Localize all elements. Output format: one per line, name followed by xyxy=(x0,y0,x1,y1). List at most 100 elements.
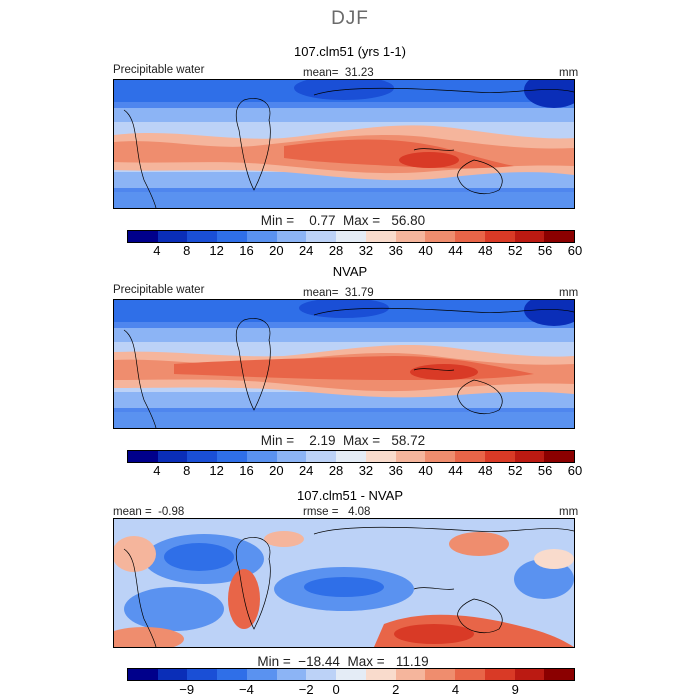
panel-1-colorbar-ticks: 4 8 12 16 20 24 28 32 36 40 44 48 52 56 60 xyxy=(127,243,582,259)
panel-1-map xyxy=(113,79,575,209)
colorbar-cell xyxy=(246,451,277,462)
colorbar-tick-label: 32 xyxy=(358,463,374,478)
colorbar-tick-label: 36 xyxy=(388,463,404,478)
colorbar-tick-label: 20 xyxy=(269,463,284,478)
colorbar-tick-label: 56 xyxy=(537,463,553,478)
colorbar-cell xyxy=(365,451,396,462)
colorbar-cell xyxy=(128,669,158,680)
colorbar-tick-label: −4 xyxy=(239,682,254,697)
colorbar-cell xyxy=(336,451,366,462)
colorbar-cell xyxy=(455,451,485,462)
colorbar-cell xyxy=(157,669,188,680)
colorbar-tick-label: 20 xyxy=(269,243,284,258)
panel-2-colorbar xyxy=(127,450,575,463)
colorbar-cell xyxy=(395,231,426,242)
panel-1-variable-label: Precipitable water xyxy=(113,64,205,76)
colorbar-cell xyxy=(544,669,575,680)
colorbar-tick-label: 52 xyxy=(508,243,523,258)
colorbar-tick-label: 40 xyxy=(418,463,433,478)
colorbar-cell xyxy=(276,451,307,462)
colorbar-cell xyxy=(514,451,545,462)
colorbar-cell xyxy=(484,669,515,680)
colorbar-tick-label: 48 xyxy=(478,243,493,258)
colorbar-cell xyxy=(425,451,456,462)
colorbar-cell xyxy=(425,669,456,680)
colorbar-cell xyxy=(276,231,307,242)
panel-3-title: 107.clm51 - NVAP xyxy=(297,488,403,503)
colorbar-cell xyxy=(365,669,396,680)
colorbar-tick-label: 60 xyxy=(567,243,583,258)
colorbar-cell xyxy=(246,231,277,242)
colorbar-cell xyxy=(128,451,158,462)
colorbar-tick-label: 56 xyxy=(537,243,553,258)
panel-2-variable-label: Precipitable water xyxy=(113,284,205,296)
panel-3-colorbar-ticks: −9 −4 −2 0 2 4 9 xyxy=(127,682,575,698)
colorbar-tick-label: 4 xyxy=(153,463,161,478)
colorbar-cell xyxy=(187,451,218,462)
colorbar-tick-label: 24 xyxy=(298,463,314,478)
colorbar-tick-label: 28 xyxy=(328,243,344,258)
colorbar-tick-label: 44 xyxy=(448,463,463,478)
panel-3-mean: mean = -0.98 xyxy=(113,506,185,518)
panel-1-mean: mean= 31.23 xyxy=(303,67,374,79)
colorbar-cell xyxy=(157,451,188,462)
colorbar-cell xyxy=(306,231,337,242)
colorbar-tick-label: 16 xyxy=(239,463,254,478)
colorbar-cell xyxy=(395,451,426,462)
colorbar-tick-label: 9 xyxy=(511,682,519,697)
panel-3-map xyxy=(113,518,575,648)
panel-2-map xyxy=(113,299,575,429)
colorbar-cell xyxy=(336,669,366,680)
colorbar-cell xyxy=(336,231,366,242)
colorbar-cell xyxy=(217,451,247,462)
panel-3-rmse: rmse = 4.08 xyxy=(303,506,371,518)
colorbar-tick-label: 12 xyxy=(209,243,224,258)
figure-title: DJF xyxy=(331,8,369,29)
colorbar-cell xyxy=(544,451,575,462)
colorbar-cell xyxy=(187,669,218,680)
panel-2-mean: mean= 31.79 xyxy=(303,287,374,299)
colorbar-tick-label: 24 xyxy=(298,243,314,258)
panel-1-minmax: Min = 0.77 Max = 56.80 xyxy=(260,213,426,228)
colorbar-tick-label: 52 xyxy=(508,463,523,478)
colorbar-tick-label: 4 xyxy=(451,682,460,697)
panel-2-minmax: Min = 2.19 Max = 58.72 xyxy=(260,433,426,448)
colorbar-cell xyxy=(514,231,545,242)
colorbar-tick-label: 32 xyxy=(358,243,374,258)
panel-1-title: 107.clm51 (yrs 1-1) xyxy=(294,44,406,59)
colorbar-cell xyxy=(455,231,485,242)
colorbar-cell xyxy=(365,231,396,242)
colorbar-cell xyxy=(128,231,158,242)
colorbar-cell xyxy=(306,669,337,680)
colorbar-cell xyxy=(276,669,307,680)
panel-2-units: mm xyxy=(559,287,579,299)
colorbar-tick-label: 12 xyxy=(209,463,224,478)
panel-1-colorbar xyxy=(127,230,575,243)
colorbar-cell xyxy=(217,669,247,680)
colorbar-tick-label: 4 xyxy=(153,243,161,258)
colorbar-tick-label: 2 xyxy=(392,682,400,697)
colorbar-tick-label: 16 xyxy=(239,243,254,258)
colorbar-cell xyxy=(484,451,515,462)
colorbar-cell xyxy=(217,231,247,242)
colorbar-tick-label: 44 xyxy=(448,243,463,258)
colorbar-cell xyxy=(157,231,188,242)
colorbar-cell xyxy=(395,669,426,680)
colorbar-tick-label: 48 xyxy=(478,463,493,478)
panel-2-colorbar-ticks: 4 8 12 16 20 24 28 32 36 40 44 48 52 56 60 xyxy=(127,463,582,479)
colorbar-cell xyxy=(306,451,337,462)
colorbar-tick-label: 28 xyxy=(328,463,344,478)
panel-3-colorbar xyxy=(127,668,575,681)
colorbar-cell xyxy=(455,669,485,680)
colorbar-tick-label: 36 xyxy=(388,243,404,258)
colorbar-cell xyxy=(425,231,456,242)
colorbar-tick-label: 60 xyxy=(567,463,583,478)
panel-1-units: mm xyxy=(559,67,579,79)
colorbar-cell xyxy=(514,669,545,680)
colorbar-cell xyxy=(246,669,277,680)
colorbar-tick-label: 8 xyxy=(183,243,191,258)
colorbar-cell xyxy=(484,231,515,242)
colorbar-tick-label: 0 xyxy=(332,682,340,697)
panel-3-minmax: Min = −18.44 Max = 11.19 xyxy=(257,654,429,669)
panel-2-title: NVAP xyxy=(332,264,368,279)
